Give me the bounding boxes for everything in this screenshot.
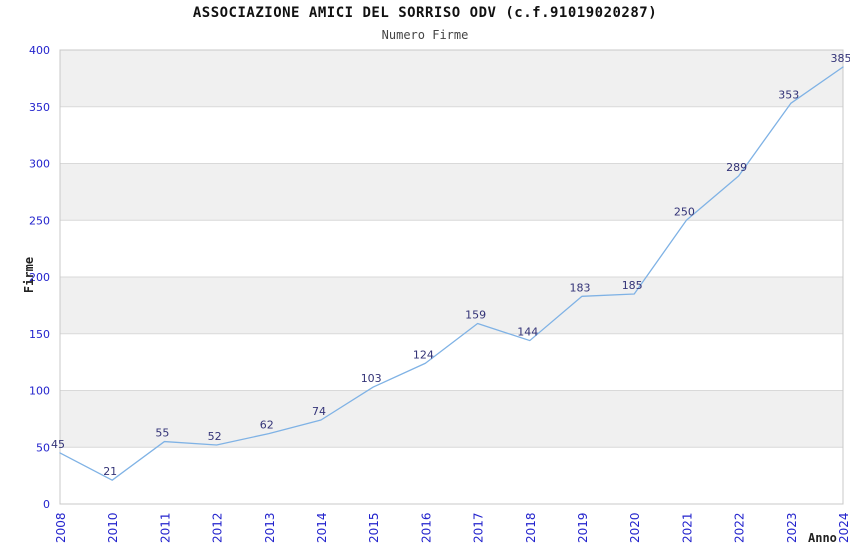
x-tick-label: 2023 (785, 512, 799, 543)
y-tick-label: 300 (29, 158, 50, 171)
y-tick-label: 250 (29, 214, 50, 227)
x-tick-label: 2010 (106, 512, 120, 543)
x-tick-label: 2016 (419, 512, 433, 543)
plot-band (60, 163, 843, 221)
x-tick-label: 2017 (472, 512, 486, 543)
data-label: 55 (155, 427, 169, 440)
data-label: 74 (312, 405, 326, 418)
chart-subtitle: Numero Firme (381, 28, 469, 42)
x-tick-label: 2008 (54, 512, 68, 543)
plot-area-border (59, 49, 844, 505)
y-tick-label: 350 (29, 101, 50, 114)
plot-band (60, 447, 843, 504)
y-tick-label: 150 (29, 328, 50, 341)
data-label: 185 (622, 279, 643, 292)
y-tick-label: 0 (43, 498, 50, 511)
data-label: 144 (517, 326, 538, 339)
data-label: 159 (465, 309, 486, 322)
data-label: 385 (831, 52, 850, 65)
series-line (59, 66, 844, 481)
x-tick-label: 2024 (837, 512, 850, 543)
x-tick-label: 2015 (367, 512, 381, 543)
y-tick-label: 50 (36, 441, 50, 454)
chart-title: ASSOCIAZIONE AMICI DEL SORRISO ODV (c.f.… (192, 5, 658, 21)
y-axis-title: Firme (22, 256, 36, 294)
data-label: 353 (778, 88, 799, 101)
data-label: 62 (260, 419, 274, 432)
data-label: 45 (51, 438, 65, 451)
x-tick-label: 2020 (628, 512, 642, 543)
x-tick-label: 2014 (315, 512, 329, 543)
data-label: 21 (103, 465, 117, 478)
plot-band (60, 50, 843, 107)
data-label: 289 (726, 161, 747, 174)
plot-band (60, 106, 843, 164)
data-label: 103 (361, 372, 382, 385)
plot-band (60, 277, 843, 334)
x-tick-label: 2018 (524, 512, 538, 543)
x-tick-label: 2022 (733, 512, 747, 543)
x-tick-label: 2021 (680, 512, 694, 543)
plot-band (60, 220, 843, 277)
y-tick-label: 100 (29, 385, 50, 398)
x-axis-title: Anno (808, 531, 837, 545)
x-tick-label: 2013 (263, 512, 277, 543)
y-tick-label: 400 (29, 44, 50, 57)
plot-band (60, 333, 843, 391)
x-tick-label: 2012 (211, 512, 225, 543)
x-tick-label: 2019 (576, 512, 590, 543)
data-label: 52 (208, 430, 222, 443)
data-label: 124 (413, 348, 434, 361)
plot-band (60, 390, 843, 448)
data-label: 183 (570, 281, 591, 294)
x-tick-label: 2011 (158, 512, 172, 543)
data-label: 250 (674, 205, 695, 218)
y-tick-label: 200 (29, 271, 50, 284)
